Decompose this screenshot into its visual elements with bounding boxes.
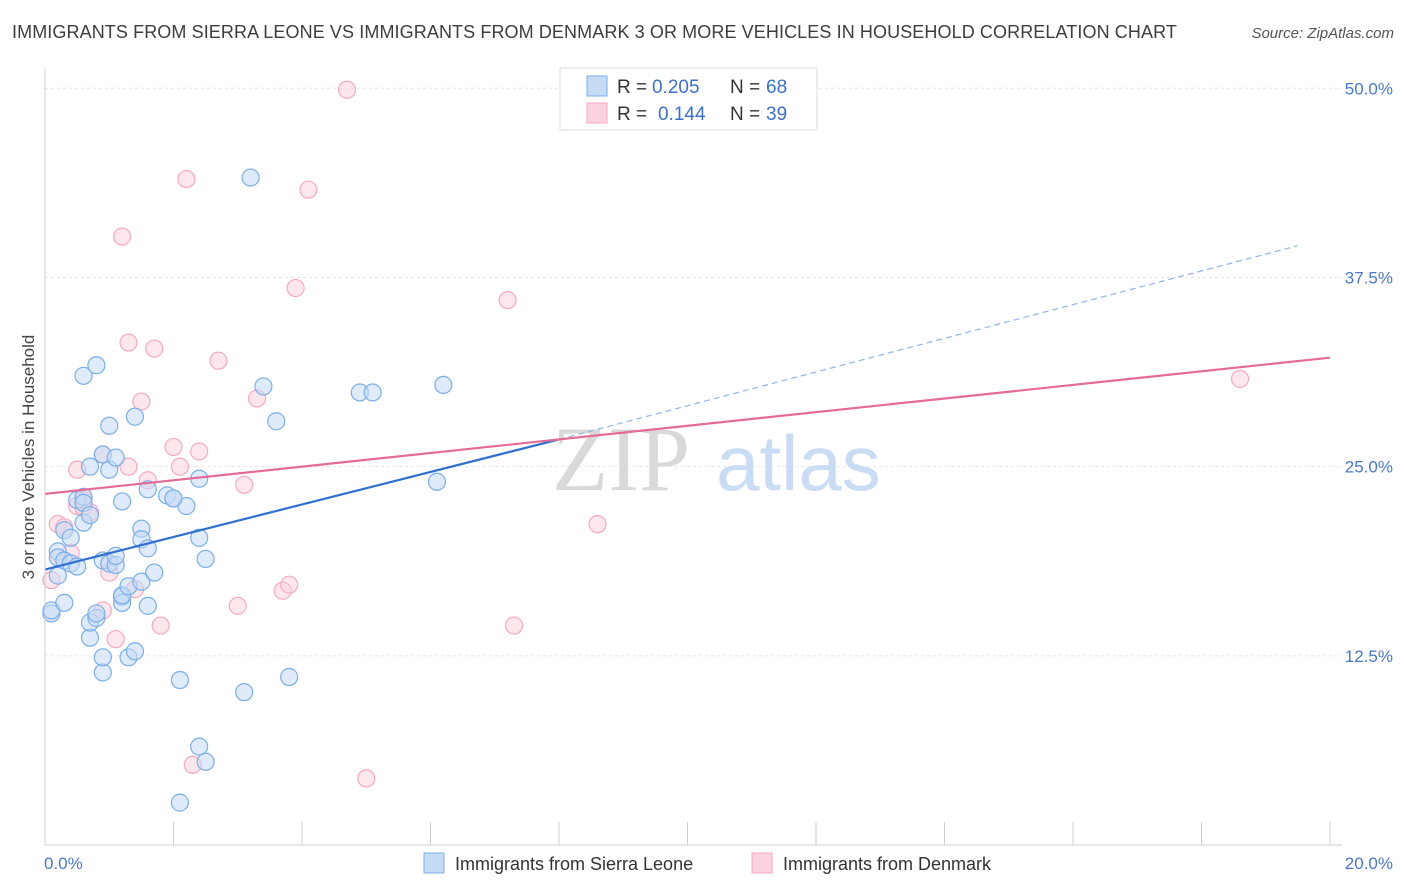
scatter-point bbox=[170, 670, 190, 690]
scatter-point bbox=[427, 472, 447, 491]
scatter-point bbox=[209, 351, 228, 370]
scatter-point bbox=[145, 563, 164, 582]
scatter-point bbox=[80, 457, 100, 476]
bottom-legend: Immigrants from Sierra Leone Immigrants … bbox=[423, 852, 992, 874]
scatter-point bbox=[48, 566, 67, 585]
legend-swatch-sierra-leone bbox=[586, 75, 608, 97]
top-legend: R = 0.205 N = 68 R = 0.144 N = 39 bbox=[559, 67, 818, 131]
scatter-point bbox=[55, 593, 74, 612]
legend-n-label-2: N = bbox=[730, 104, 760, 125]
scatter-point bbox=[93, 663, 112, 682]
watermark-atlas: atlas bbox=[716, 419, 881, 507]
scatter-point bbox=[235, 683, 254, 702]
scatter-point bbox=[299, 180, 318, 199]
scatter-point bbox=[280, 575, 299, 594]
legend-r-label-1: R = bbox=[617, 77, 647, 98]
scatter-point bbox=[112, 227, 132, 246]
bottom-legend-swatch-sierra-leone bbox=[423, 852, 445, 874]
x-tick-label-min: 0.0% bbox=[44, 854, 83, 873]
x-axis-ticks bbox=[173, 822, 1331, 845]
trend-lines bbox=[44, 245, 1331, 571]
y-axis-label: 3 or more Vehicles in Household bbox=[19, 335, 38, 580]
source-label: Source: ZipAtlas.com bbox=[1251, 25, 1394, 42]
scatter-point bbox=[170, 793, 190, 812]
scatter-point bbox=[196, 752, 215, 771]
scatter-point bbox=[1230, 369, 1250, 388]
scatter-point bbox=[74, 366, 93, 385]
scatter-point bbox=[138, 480, 157, 499]
scatter-point bbox=[235, 475, 254, 494]
scatter-point bbox=[125, 642, 145, 661]
bottom-legend-swatch-denmark bbox=[751, 852, 773, 874]
legend-r-value-2: 0.144 bbox=[658, 104, 706, 125]
scatter-point bbox=[170, 457, 190, 476]
series-sierra-leone-points bbox=[42, 168, 453, 812]
scatter-point bbox=[151, 616, 170, 635]
scatter-point bbox=[87, 356, 106, 375]
legend-n-label-1: N = bbox=[730, 77, 760, 98]
scatter-point bbox=[100, 416, 119, 435]
legend-r-value-1: 0.205 bbox=[652, 77, 700, 98]
watermark-zip: ZIP bbox=[552, 408, 690, 510]
scatter-point bbox=[125, 407, 145, 426]
chart-title: IMMIGRANTS FROM SIERRA LEONE VS IMMIGRAN… bbox=[12, 22, 1177, 42]
scatter-point bbox=[190, 737, 209, 756]
scatter-point bbox=[132, 572, 151, 591]
legend-n-value-2: 39 bbox=[766, 104, 787, 125]
scatter-point bbox=[93, 648, 112, 667]
scatter-point bbox=[164, 437, 183, 457]
scatter-point bbox=[363, 383, 382, 402]
scatter-point bbox=[498, 291, 517, 310]
grid-lines bbox=[45, 87, 1342, 657]
scatter-point bbox=[106, 630, 125, 649]
scatter-point bbox=[254, 377, 273, 396]
scatter-point bbox=[190, 442, 209, 461]
trend-line-sierra-leone bbox=[44, 438, 560, 571]
scatter-point bbox=[357, 769, 376, 788]
scatter-point bbox=[190, 528, 209, 547]
scatter-point bbox=[228, 596, 247, 615]
legend-r-label-2: R = bbox=[617, 104, 647, 125]
trend-line-sierra-leone-extension bbox=[558, 245, 1299, 440]
scatter-point bbox=[145, 339, 164, 358]
scatter-point bbox=[267, 412, 286, 431]
bottom-legend-label-sierra-leone: Immigrants from Sierra Leone bbox=[455, 854, 693, 874]
scatter-point bbox=[177, 169, 196, 189]
scatter-point bbox=[196, 549, 215, 569]
y-tick-label: 25.0% bbox=[1345, 458, 1393, 477]
scatter-point bbox=[112, 492, 132, 511]
scatter-point bbox=[80, 628, 100, 647]
bottom-legend-label-denmark: Immigrants from Denmark bbox=[783, 854, 992, 874]
y-axis-tick-labels: 12.5% 25.0% 37.5% 50.0% bbox=[1345, 79, 1393, 666]
scatter-point bbox=[119, 333, 138, 352]
y-tick-label: 50.0% bbox=[1345, 79, 1393, 98]
scatter-point bbox=[61, 528, 80, 547]
scatter-point bbox=[138, 596, 157, 615]
scatter-point bbox=[106, 448, 125, 467]
scatter-point bbox=[434, 375, 453, 395]
legend-swatch-denmark bbox=[586, 102, 608, 124]
scatter-point bbox=[337, 80, 357, 99]
y-tick-label: 37.5% bbox=[1345, 268, 1393, 287]
scatter-point bbox=[87, 604, 106, 623]
x-tick-label-max: 20.0% bbox=[1345, 854, 1393, 873]
scatter-point bbox=[119, 457, 138, 476]
scatter-point bbox=[280, 667, 299, 687]
trend-line-denmark bbox=[44, 356, 1331, 495]
scatter-point bbox=[286, 278, 305, 298]
scatter-point bbox=[588, 515, 607, 534]
legend-n-value-1: 68 bbox=[766, 77, 787, 98]
scatter-point bbox=[132, 392, 151, 411]
scatter-point bbox=[504, 616, 524, 635]
scatter-point bbox=[241, 168, 260, 187]
y-tick-label: 12.5% bbox=[1345, 647, 1393, 666]
scatter-point bbox=[80, 505, 100, 525]
scatter-point bbox=[164, 489, 183, 508]
